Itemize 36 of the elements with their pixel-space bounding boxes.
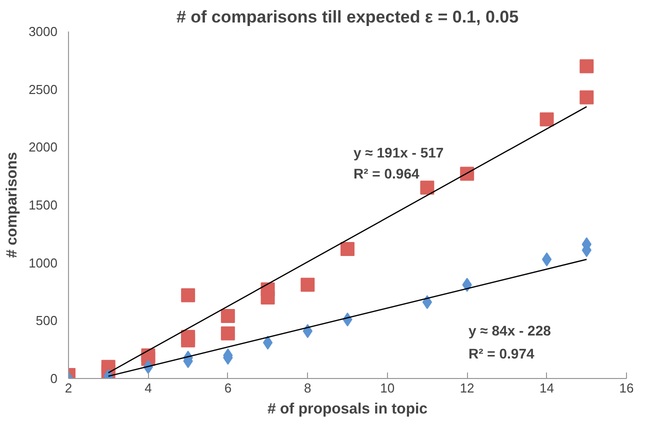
y-tick-label: 500: [36, 313, 58, 328]
chart-title: # of comparisons till expected ε = 0.1, 0.05: [176, 8, 519, 26]
point: [422, 295, 432, 310]
y-tick-label: 1500: [28, 198, 58, 212]
annotation: y ≈ 191x - 517: [354, 144, 444, 160]
x-tick-label: 6: [224, 380, 232, 396]
x-tick-label: 4: [144, 380, 152, 396]
y-tick-label: 3000: [28, 24, 58, 39]
x-tick-label: 2: [64, 380, 72, 396]
annotation: y ≈ 84x - 228: [468, 322, 552, 338]
x-tick-label: 12: [460, 380, 474, 396]
x-tick-label: 14: [540, 380, 554, 396]
annotation: R² = 0.964: [354, 166, 420, 182]
y-tick-label: 0: [50, 371, 58, 386]
x-tick-label: 8: [304, 380, 312, 396]
y-axis-title: # comparisons: [4, 152, 21, 258]
point: [262, 336, 273, 350]
point: [340, 242, 354, 256]
point: [260, 290, 275, 305]
x-tick-label: 16: [619, 380, 634, 396]
point: [220, 326, 235, 340]
point: [220, 309, 235, 324]
point: [420, 180, 434, 195]
point: [181, 333, 196, 348]
x-axis-title: # of proposals in topic: [267, 400, 428, 418]
y-tick-label: 2000: [28, 140, 58, 155]
point: [300, 278, 315, 292]
point: [540, 112, 554, 126]
point: [580, 59, 594, 74]
y-tick-label: 2500: [28, 82, 58, 97]
point: [542, 252, 552, 266]
x-tick-label: 10: [380, 380, 395, 396]
point: [181, 288, 196, 302]
y-tick-label: 1000: [28, 255, 58, 270]
annotation: R² = 0.974: [468, 346, 534, 362]
point: [580, 90, 594, 104]
